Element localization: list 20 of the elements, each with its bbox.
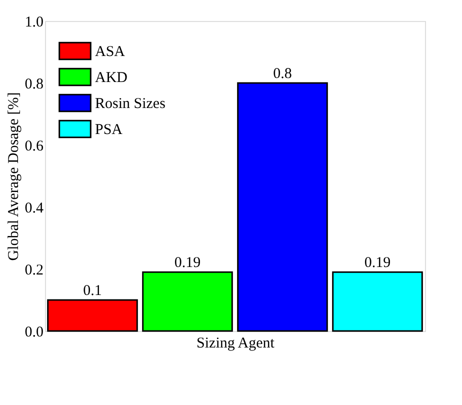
legend-label: PSA [95,122,123,138]
legend-label: Rosin Sizes [95,96,166,112]
bar [332,271,423,332]
y-tick-label: 1.0 [24,14,44,30]
legend-label: ASA [95,44,126,60]
y-axis-title: Global Average Dosage [%] [6,92,22,261]
bar [237,82,328,332]
bar [47,299,138,332]
data-label: 0.19 [364,255,391,272]
data-label: 0.1 [83,283,102,299]
legend-label: AKD [95,70,128,86]
data-label: 0.8 [273,66,292,82]
bar [142,271,233,332]
y-tick-label: 0.4 [24,200,44,216]
y-tick-label: 0.6 [24,138,44,154]
y-tick-label: 0.2 [24,262,44,278]
x-axis-title: Sizing Agent [196,336,276,352]
y-tick-label: 0.8 [24,76,44,92]
y-tick-label: 0.0 [24,324,44,340]
data-label: 0.19 [174,255,201,272]
